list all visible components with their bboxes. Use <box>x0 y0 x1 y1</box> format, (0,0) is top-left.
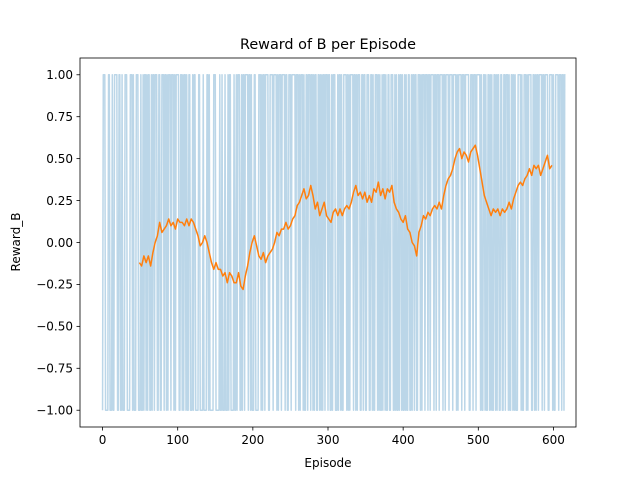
y-tick-label: −0.75 <box>36 362 73 376</box>
y-tick-label: 0.25 <box>46 194 73 208</box>
y-tick-label: 0.00 <box>46 236 73 250</box>
x-axis-label: Episode <box>304 456 351 470</box>
x-tick-label: 300 <box>317 433 340 447</box>
plot-area <box>79 57 577 428</box>
y-tick-label: 0.50 <box>46 152 73 166</box>
x-tick-label: 600 <box>542 433 565 447</box>
x-tick-label: 200 <box>241 433 264 447</box>
series-layer <box>101 74 566 411</box>
y-tick-label: 0.75 <box>46 110 73 124</box>
raw-reward-line <box>101 74 566 411</box>
y-axis-label: Reward_B <box>9 213 23 272</box>
x-tick-label: 500 <box>467 433 490 447</box>
x-axis: 0 100 200 300 400 500 600 <box>99 427 565 447</box>
x-tick-label: 0 <box>99 433 107 447</box>
y-axis: −1.00 −0.75 −0.50 −0.25 0.00 0.25 0.50 0.75 1.00 <box>36 68 80 418</box>
y-tick-label: −1.00 <box>36 404 73 418</box>
chart-title: Reward of B per Episode <box>240 37 416 53</box>
y-tick-label: −0.50 <box>36 320 73 334</box>
x-tick-label: 100 <box>166 433 189 447</box>
moving-average-line <box>138 144 553 291</box>
y-tick-label: 1.00 <box>46 68 73 82</box>
x-tick-label: 400 <box>392 433 415 447</box>
y-tick-label: −0.25 <box>36 278 73 292</box>
